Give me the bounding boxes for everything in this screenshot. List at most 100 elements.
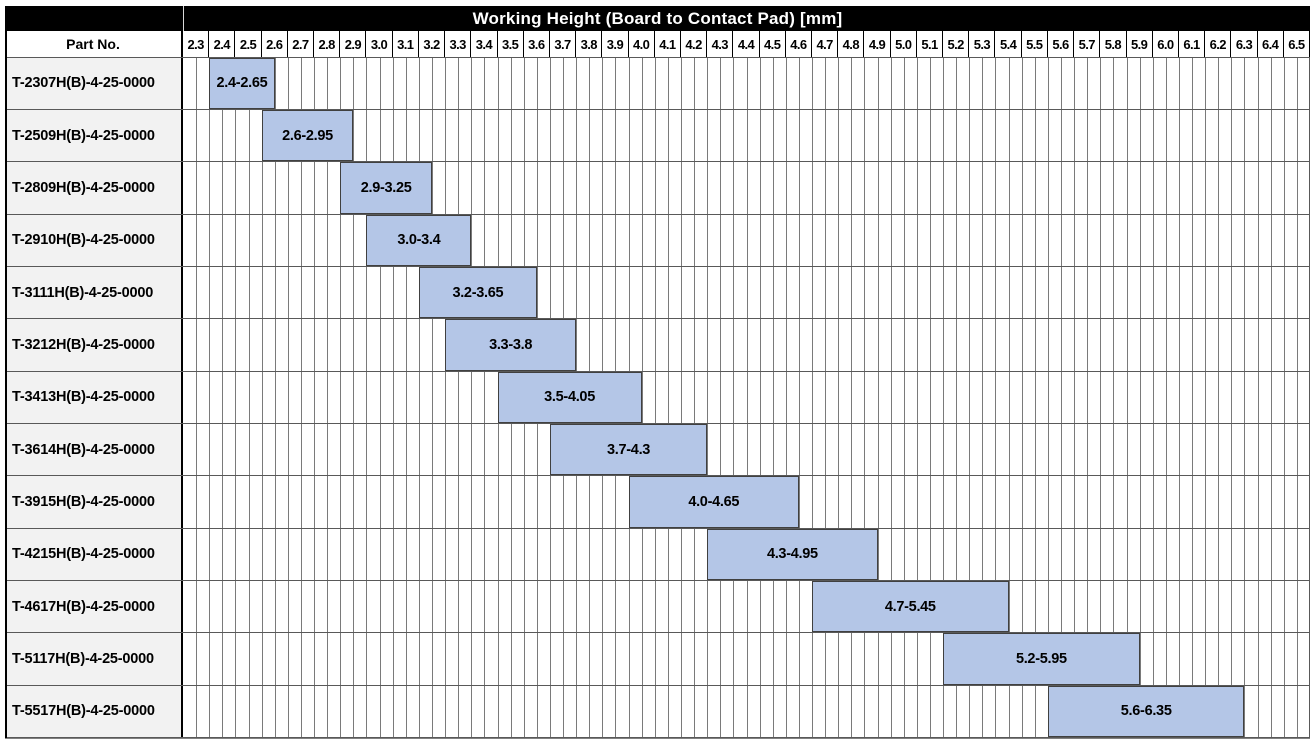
part-row-label: T-3915H(B)-4-25-0000: [5, 475, 183, 529]
grid-line: [405, 57, 407, 738]
part-row-label: T-3111H(B)-4-25-0000: [5, 266, 183, 319]
grid-line: [890, 57, 892, 738]
axis-tick-label: 4.2: [680, 31, 708, 57]
grid-line: [982, 57, 984, 738]
grid-line: [235, 57, 237, 738]
grid-line: [1178, 57, 1180, 738]
axis-tick-label: 3.5: [497, 31, 524, 57]
axis-tick-label: 2.5: [235, 31, 262, 57]
grid-line: [431, 57, 433, 738]
axis-tick-label: 2.8: [314, 31, 341, 57]
grid-line: [654, 57, 656, 738]
axis-tick-label: 5.3: [969, 31, 996, 57]
grid-line: [1192, 57, 1194, 738]
axis-tick-label: 5.0: [890, 31, 917, 57]
part-row-label: T-2509H(B)-4-25-0000: [5, 109, 183, 162]
row-separator: [5, 265, 1310, 267]
grid-line: [1126, 57, 1128, 738]
range-bar: 3.3-3.8: [445, 319, 577, 371]
row-separator: [5, 318, 1310, 320]
axis-tick-label: 3.1: [392, 31, 419, 57]
grid-line: [838, 57, 840, 738]
grid-line: [340, 57, 342, 738]
axis-tick-label: 4.6: [785, 31, 813, 57]
axis-tick-label: 4.0: [628, 31, 655, 57]
axis-tick-label: 2.7: [287, 31, 315, 57]
axis-tick-label: 2.9: [340, 31, 367, 57]
row-separator: [5, 422, 1310, 424]
grid-line: [274, 57, 276, 738]
axis-tick-label: 3.9: [602, 31, 629, 57]
grid-line: [929, 57, 931, 738]
grid-line: [916, 57, 918, 738]
axis-tick-label: 5.1: [916, 31, 944, 57]
chart-title-bar: Working Height (Board to Contact Pad) [m…: [5, 6, 1310, 31]
part-row-label: T-3413H(B)-4-25-0000: [5, 371, 183, 424]
axis-tick-label: 6.2: [1205, 31, 1232, 57]
grid-line: [222, 57, 224, 738]
range-bar: 3.5-4.05: [497, 371, 642, 423]
grid-line: [720, 57, 722, 738]
grid-line: [1087, 57, 1089, 738]
axis-tick-label: 4.3: [707, 31, 734, 57]
grid-line: [943, 57, 945, 738]
table-left-border: [5, 6, 7, 738]
grid-line: [1218, 57, 1220, 738]
grid-line: [707, 57, 709, 738]
range-bar: 3.2-3.65: [418, 266, 537, 319]
grid-line: [864, 57, 866, 738]
row-separator: [5, 108, 1310, 110]
grid-line: [458, 57, 460, 738]
axis-tick-label: 3.0: [366, 31, 393, 57]
grid-line: [300, 57, 302, 738]
grid-line: [287, 57, 289, 738]
grid-line: [196, 57, 198, 738]
table-bottom-border: [5, 737, 1310, 739]
row-separator: [5, 684, 1310, 686]
axis-tick-label: 3.3: [445, 31, 472, 57]
grid-line: [261, 57, 263, 738]
part-row-label: T-5117H(B)-4-25-0000: [5, 632, 183, 686]
grid-line: [1100, 57, 1102, 738]
grid-line: [1205, 57, 1207, 738]
grid-line: [667, 57, 669, 738]
grid-line: [694, 57, 696, 738]
axis-tick-label: 4.8: [838, 31, 865, 57]
grid-line: [1244, 57, 1246, 738]
range-bar: 2.9-3.25: [340, 162, 432, 214]
grid-line: [772, 57, 774, 738]
chart-title: Working Height (Board to Contact Pad) [m…: [472, 8, 843, 28]
axis-tick-label: 3.6: [523, 31, 550, 57]
axis-tick-label: 2.6: [261, 31, 288, 57]
part-no-header: Part No.: [5, 31, 183, 57]
grid-line: [392, 57, 394, 738]
grid-line: [471, 57, 473, 738]
grid-line: [969, 57, 971, 738]
grid-line: [1034, 57, 1036, 738]
grid-line: [1231, 57, 1233, 738]
grid-line: [1257, 57, 1259, 738]
grid-line: [1021, 57, 1023, 738]
grid-line: [1047, 57, 1049, 738]
grid-line: [1283, 57, 1285, 738]
axis-tick-label: 3.2: [418, 31, 446, 57]
grid-line: [1074, 57, 1076, 738]
grid-line: [314, 57, 316, 738]
range-bar: 4.7-5.45: [812, 580, 1009, 633]
grid-line: [1113, 57, 1115, 738]
grid-line: [418, 57, 420, 738]
row-separator: [5, 370, 1310, 372]
axis-tick-label: 6.4: [1257, 31, 1284, 57]
row-separator: [5, 213, 1310, 215]
axis-tick-label: 3.7: [549, 31, 577, 57]
grid-line: [785, 57, 787, 738]
row-separator: [5, 475, 1310, 477]
row-separator: [5, 579, 1310, 581]
grid-line: [680, 57, 682, 738]
axis-tick-label: 4.5: [759, 31, 786, 57]
row-separator: [5, 632, 1310, 634]
grid-line: [995, 57, 997, 738]
range-bar: 5.2-5.95: [943, 633, 1140, 685]
range-bar: 2.4-2.65: [209, 57, 275, 109]
